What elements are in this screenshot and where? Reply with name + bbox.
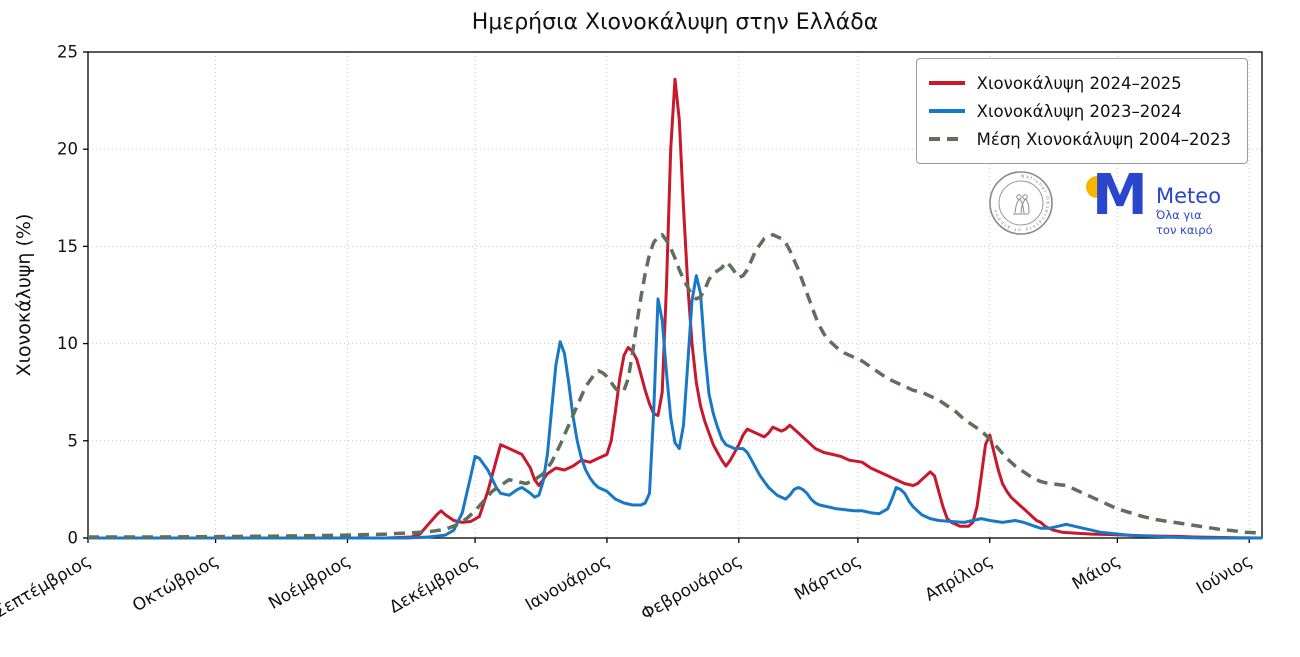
series-line-0 bbox=[88, 77, 1263, 540]
y-tick-label: 25 bbox=[57, 43, 78, 62]
meteo-logo: M Meteo Όλα για τον καιρό bbox=[1086, 168, 1221, 238]
y-tick-label: 0 bbox=[68, 529, 79, 548]
y-tick-label: 15 bbox=[57, 237, 78, 256]
legend-item: Χιονοκάλυψη 2023–2024 bbox=[928, 97, 1231, 125]
x-tick-label: Ιανουάριος bbox=[522, 551, 613, 615]
meteo-tagline: Όλα για τον καιρό bbox=[1156, 208, 1221, 238]
series-line-1 bbox=[88, 274, 1262, 540]
x-tick-label: Μάρτιος bbox=[791, 551, 864, 605]
legend-label: Μέση Χιονοκάλυψη 2004–2023 bbox=[976, 129, 1231, 149]
plot-frame bbox=[87, 51, 1263, 539]
meteo-monogram: M bbox=[1092, 163, 1148, 228]
y-tick-label: 5 bbox=[68, 431, 79, 450]
meteo-tagline-line2: τον καιρό bbox=[1156, 222, 1213, 237]
y-tick-label: 10 bbox=[57, 334, 78, 353]
meteo-tagline-line1: Όλα για bbox=[1156, 208, 1202, 222]
x-tick-label: Σεπτέμβριος bbox=[0, 551, 94, 622]
y-tick-label: 20 bbox=[57, 140, 78, 159]
chart-title: Ημερήσια Χιονοκάλυψη στην Ελλάδα bbox=[471, 10, 879, 35]
meteo-m-icon: M bbox=[1086, 168, 1148, 232]
y-axis-title: Χιονοκάλυψη (%) bbox=[13, 213, 35, 377]
legend-item: Μέση Χιονοκάλυψη 2004–2023 bbox=[928, 125, 1231, 153]
seal-figures-icon bbox=[1013, 194, 1030, 215]
legend-item: Χιονοκάλυψη 2024–2025 bbox=[928, 69, 1231, 97]
observatory-seal-icon: National Observatory of Athens bbox=[989, 171, 1053, 235]
x-tick-label: Μάιος bbox=[1069, 551, 1124, 594]
legend-line-sample bbox=[928, 81, 965, 85]
legend-label: Χιονοκάλυψη 2023–2024 bbox=[976, 101, 1182, 121]
meteo-sun-icon bbox=[1086, 176, 1108, 198]
x-tick-label: Νοέμβριος bbox=[265, 551, 354, 614]
meteo-name: Meteo bbox=[1156, 184, 1222, 208]
legend-dashed-line-sample bbox=[928, 137, 965, 141]
x-tick-label: Φεβρουάριος bbox=[638, 551, 745, 625]
legend-label: Χιονοκάλυψη 2024–2025 bbox=[976, 73, 1182, 93]
x-tick-label: Ιούνιος bbox=[1193, 551, 1256, 599]
legend-line-sample bbox=[928, 109, 965, 113]
legend: Χιονοκάλυψη 2024–2025 Χιονοκάλυψη 2023–20… bbox=[915, 58, 1248, 164]
x-tick-label: Δεκέμβριος bbox=[386, 551, 481, 618]
meteo-wordmark: Meteo Όλα για τον καιρό bbox=[1156, 176, 1221, 238]
x-tick-label: Απρίλιος bbox=[922, 551, 997, 606]
series-line-2 bbox=[88, 232, 1263, 539]
x-tick-label: Οκτώβριος bbox=[129, 551, 222, 616]
